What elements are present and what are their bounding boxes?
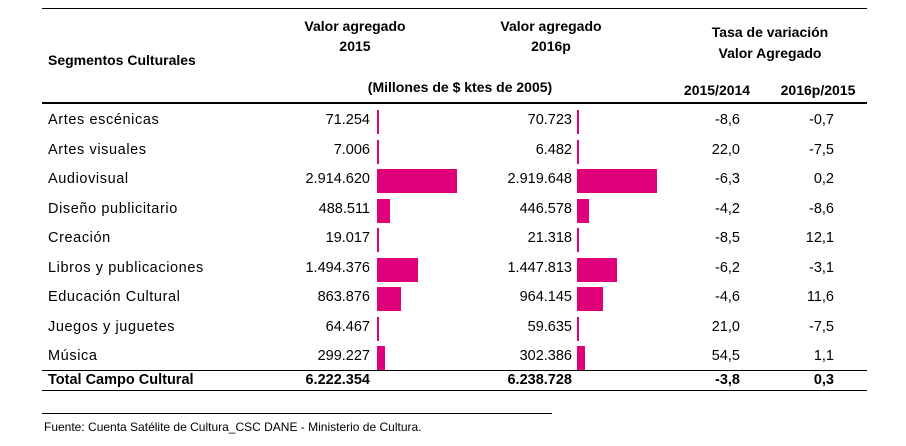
row-rate2: 1,1 [813, 348, 834, 364]
va2016-header: Valor agregado 2016p [486, 16, 616, 56]
row-v2015: 2.914.620 [305, 171, 370, 187]
row-rate1: -8,5 [715, 230, 740, 246]
va2015-header-line1: Valor agregado [304, 18, 406, 34]
row-v2015: 64.467 [325, 318, 370, 335]
footer-rule [42, 413, 552, 414]
bar-2015 [377, 110, 379, 134]
va2016-header-line2: 2016p [531, 38, 571, 54]
row-v2015: 71.254 [325, 112, 370, 128]
header-top-rule [42, 8, 867, 9]
row-rate1: -6,2 [715, 259, 740, 276]
segment-column-header: Segmentos Culturales [48, 52, 196, 68]
row-rate1: -8,6 [715, 112, 740, 128]
row-rate1: -4,2 [715, 200, 740, 217]
bar-2016 [577, 139, 579, 164]
bar-2016 [577, 287, 604, 311]
row-rate1: 22,0 [711, 141, 740, 158]
row-label: Educación Cultural [48, 289, 181, 305]
source-footnote: Fuente: Cuenta Satélite de Cultura_CSC D… [44, 420, 422, 434]
row-v2016: 1.447.813 [507, 259, 572, 276]
row-label: Artes visuales [48, 141, 147, 158]
row-label: Juegos y juguetes [48, 318, 176, 335]
bar-2015 [377, 316, 379, 341]
row-label: Diseño publicitario [48, 200, 178, 217]
rate-header-line2: Valor Agregado [718, 45, 822, 61]
rate-header: Tasa de variación Valor Agregado [680, 22, 860, 64]
bar-2016 [577, 110, 579, 134]
row-rate1: -6,3 [715, 171, 740, 187]
row-rate2: -8,6 [809, 200, 834, 217]
row-v2015: 1.494.376 [305, 259, 370, 276]
row-v2015: 863.876 [317, 289, 370, 305]
row-rate2: -3,1 [809, 259, 834, 276]
row-rate1: 54,5 [711, 348, 740, 364]
row-rate1: 21,0 [711, 318, 740, 335]
bar-2016 [577, 346, 586, 370]
bar-2016 [577, 169, 657, 193]
row-label: Libros y publicaciones [48, 259, 204, 276]
bar-2016 [577, 257, 617, 282]
row-rate2: -7,5 [809, 318, 834, 335]
bar-2015 [377, 287, 401, 311]
row-rate2: -0,7 [809, 112, 834, 128]
bar-2016 [577, 198, 590, 223]
total-v2016: 6.238.728 [507, 372, 572, 388]
total-top-rule [42, 370, 867, 371]
row-label: Música [48, 348, 98, 364]
bar-2015 [377, 346, 386, 370]
header-bottom-rule [42, 102, 867, 104]
va2015-header-line2: 2015 [339, 38, 371, 54]
row-v2015: 488.511 [318, 200, 370, 217]
bar-2016 [577, 228, 579, 252]
row-v2016: 59.635 [527, 318, 572, 335]
bar-2015 [377, 198, 391, 223]
bar-2015 [377, 228, 379, 252]
bar-2015 [377, 169, 457, 193]
row-v2015: 7.006 [333, 141, 370, 158]
row-rate2: 11,6 [806, 289, 834, 305]
total-v2015: 6.222.354 [305, 372, 370, 388]
total-rate1: -3,8 [715, 372, 740, 388]
va2016-header-line1: Valor agregado [500, 18, 602, 34]
row-v2016: 6.482 [535, 141, 572, 158]
row-rate1: -4,6 [715, 289, 740, 305]
rate-col2-header: 2016p/2015 [780, 82, 856, 98]
row-label: Audiovisual [48, 171, 129, 187]
row-v2016: 964.145 [519, 289, 572, 305]
bar-2015 [377, 257, 418, 282]
row-v2016: 302.386 [519, 348, 572, 364]
row-v2016: 446.578 [519, 200, 572, 217]
total-bottom-rule [42, 390, 867, 391]
row-label: Creación [48, 230, 111, 246]
row-v2016: 21.318 [527, 230, 572, 246]
row-label: Artes escénicas [48, 112, 160, 128]
total-rate2: 0,3 [813, 372, 834, 388]
row-rate2: 12,1 [805, 230, 834, 246]
bar-2016 [577, 316, 579, 341]
va2015-header: Valor agregado 2015 [290, 16, 420, 56]
units-label: (Millones de $ ktes de 2005) [367, 79, 553, 95]
rate-header-line1: Tasa de variación [711, 24, 829, 40]
total-label: Total Campo Cultural [48, 372, 194, 388]
row-v2016: 2.919.648 [507, 171, 572, 187]
row-v2016: 70.723 [527, 112, 572, 128]
rate-col1-header: 2015/2014 [683, 82, 751, 98]
row-rate2: -7,5 [809, 141, 834, 158]
bar-2015 [377, 139, 379, 164]
row-v2015: 19.017 [325, 230, 370, 246]
row-v2015: 299.227 [317, 348, 370, 364]
row-rate2: 0,2 [813, 171, 834, 187]
